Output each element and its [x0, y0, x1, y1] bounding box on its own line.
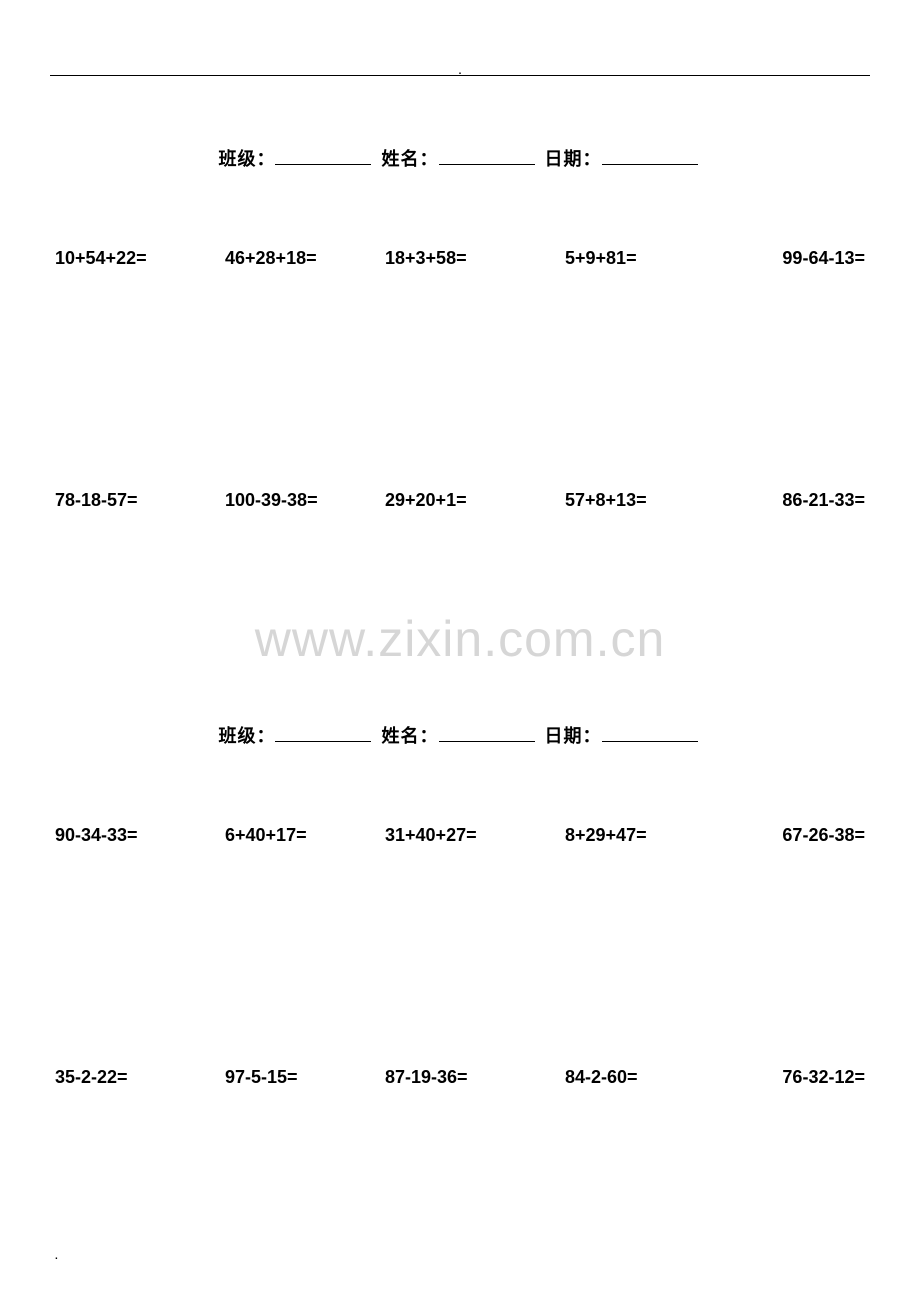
problem-cell: 6+40+17= — [205, 825, 375, 846]
problem-cell: 5+9+81= — [535, 248, 715, 269]
problem-cell: 29+20+1= — [375, 490, 535, 511]
date-label: 日期： — [545, 149, 602, 169]
worksheet-header-2: 班级： 姓名： 日期： — [0, 722, 920, 748]
class-label: 班级： — [218, 149, 275, 169]
problem-cell: 8+29+47= — [535, 825, 715, 846]
problem-row: 90-34-33= 6+40+17= 31+40+27= 8+29+47= 67… — [55, 825, 865, 846]
problem-cell: 78-18-57= — [55, 490, 205, 511]
top-horizontal-rule — [50, 75, 870, 76]
problem-cell: 86-21-33= — [715, 490, 865, 511]
watermark-text: www.zixin.com.cn — [0, 610, 920, 668]
class-blank[interactable] — [275, 724, 371, 742]
class-blank[interactable] — [275, 147, 371, 165]
name-blank[interactable] — [439, 147, 535, 165]
name-blank[interactable] — [439, 724, 535, 742]
problem-cell: 87-19-36= — [375, 1067, 535, 1088]
bottom-decorative-dot: . — [55, 1251, 58, 1262]
problem-cell: 100-39-38= — [205, 490, 375, 511]
problem-cell: 35-2-22= — [55, 1067, 205, 1088]
name-label: 姓名： — [382, 149, 439, 169]
name-label: 姓名： — [382, 726, 439, 746]
date-blank[interactable] — [602, 724, 698, 742]
problem-cell: 76-32-12= — [715, 1067, 865, 1088]
problem-row: 35-2-22= 97-5-15= 87-19-36= 84-2-60= 76-… — [55, 1067, 865, 1088]
problem-cell: 99-64-13= — [715, 248, 865, 269]
problem-cell: 18+3+58= — [375, 248, 535, 269]
problem-row: 10+54+22= 46+28+18= 18+3+58= 5+9+81= 99-… — [55, 248, 865, 269]
problem-row: 78-18-57= 100-39-38= 29+20+1= 57+8+13= 8… — [55, 490, 865, 511]
problem-cell: 67-26-38= — [715, 825, 865, 846]
class-label: 班级： — [218, 726, 275, 746]
problem-cell: 31+40+27= — [375, 825, 535, 846]
problem-cell: 84-2-60= — [535, 1067, 715, 1088]
worksheet-header-1: 班级： 姓名： 日期： — [0, 145, 920, 171]
problem-cell: 10+54+22= — [55, 248, 205, 269]
date-label: 日期： — [545, 726, 602, 746]
problem-cell: 46+28+18= — [205, 248, 375, 269]
problem-cell: 97-5-15= — [205, 1067, 375, 1088]
problem-cell: 57+8+13= — [535, 490, 715, 511]
problem-cell: 90-34-33= — [55, 825, 205, 846]
date-blank[interactable] — [602, 147, 698, 165]
